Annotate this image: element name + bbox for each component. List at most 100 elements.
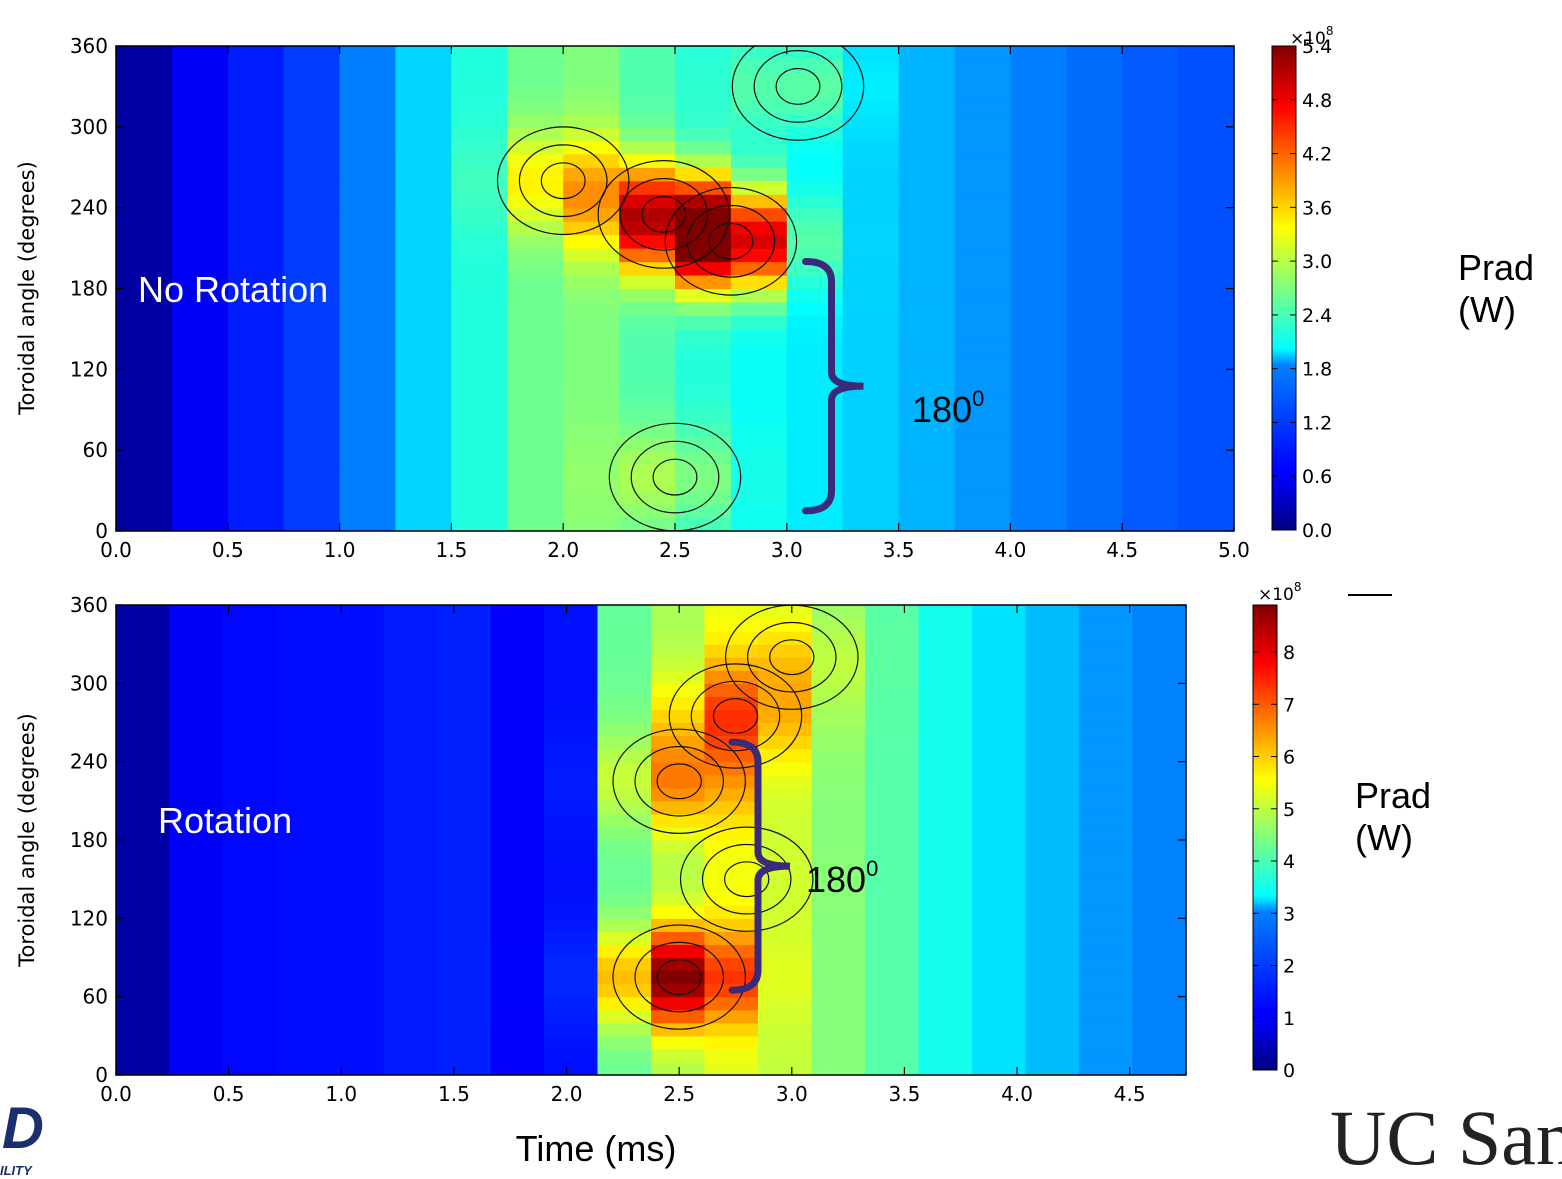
top-heatmap-cell — [395, 490, 452, 505]
top-heatmap-cell — [619, 342, 676, 357]
top-heatmap-cell — [1122, 301, 1179, 317]
bottom-heatmap-cell — [972, 644, 1027, 658]
top-heatmap-cell — [730, 275, 788, 290]
top-heatmap-cell — [171, 59, 229, 74]
top-heatmap-cell — [451, 490, 508, 505]
bottom-heatmap-cell — [918, 735, 973, 750]
top-heatmap-cell — [842, 72, 900, 88]
bottom-heatmap-cell — [704, 996, 759, 1011]
top-heatmap-cell — [283, 409, 341, 424]
top-heatmap-cell — [675, 59, 732, 74]
top-heatmap-cell — [1010, 517, 1067, 531]
bottom-heatmap-cell — [1079, 761, 1134, 776]
bottom-heatmap-cell — [918, 618, 973, 632]
bottom-heatmap-cell — [383, 1022, 438, 1037]
bottom-heatmap-cell — [276, 879, 331, 893]
top-heatmap-cell — [786, 126, 844, 141]
bottom-heatmap-cell — [597, 670, 652, 684]
bottom-heatmap-cell — [1132, 605, 1186, 619]
top-heatmap-cell — [171, 275, 229, 290]
bottom-heatmap-cell — [544, 996, 599, 1011]
bottom-heatmap-cell — [116, 970, 171, 985]
top-heatmap-cell — [116, 463, 173, 478]
top-heatmap-cell — [1010, 46, 1067, 61]
top-heatmap-cell — [619, 328, 676, 343]
bottom-heatmap-cell — [330, 748, 385, 763]
top-heatmap-cell — [116, 46, 173, 61]
bottom-heatmap-cell — [330, 618, 385, 632]
bottom-cbar-tick-label: 3 — [1283, 903, 1295, 925]
top-heatmap-cell — [395, 46, 452, 61]
top-heatmap-cell — [116, 126, 173, 141]
bottom-heatmap-cell — [758, 644, 813, 658]
top-heatmap-cell — [954, 126, 1011, 141]
bottom-heatmap-cell — [383, 683, 438, 697]
bottom-heatmap-cell — [223, 957, 278, 972]
top-heatmap-cell — [786, 86, 844, 101]
bottom-heatmap-cell — [1025, 1022, 1080, 1037]
top-heatmap-cell — [563, 477, 620, 492]
bottom-heatmap-cell — [276, 1048, 331, 1063]
top-heatmap-cell — [227, 463, 285, 478]
top-heatmap-cell — [227, 436, 285, 451]
top-heatmap-cell — [451, 288, 508, 303]
bottom-heatmap-cell — [116, 826, 171, 841]
top-heatmap-cell — [1066, 369, 1123, 384]
bottom-heatmap-cell — [223, 813, 278, 828]
bottom-heatmap-cell — [597, 970, 652, 985]
bottom-heatmap-cell — [704, 800, 759, 815]
top-heatmap-cell — [842, 301, 900, 317]
top-heatmap-cell — [116, 59, 173, 74]
bottom-heatmap-cell — [116, 1022, 171, 1037]
top-cbar-tick-label: 5.4 — [1302, 36, 1332, 58]
top-heatmap-cell — [171, 167, 229, 182]
top-heatmap-cell — [227, 46, 285, 61]
bottom-heatmap-cell — [918, 970, 973, 985]
bottom-heatmap-cell — [276, 748, 331, 763]
bottom-contour-line — [612, 924, 746, 1030]
top-heatmap-cell — [786, 248, 844, 263]
top-heatmap-cell — [954, 301, 1011, 317]
bottom-heatmap-cell — [383, 813, 438, 828]
bottom-heatmap-cell — [597, 657, 652, 671]
bottom-heatmap-cell — [1132, 631, 1186, 645]
bottom-heatmap-cell — [811, 905, 866, 919]
bottom-heatmap-cell — [1025, 879, 1080, 893]
top-heatmap-cell — [619, 113, 676, 128]
top-heatmap-cell — [339, 517, 397, 531]
bottom-heatmap-cell — [169, 761, 224, 776]
bottom-heatmap-cell — [758, 800, 813, 815]
top-heatmap-cell — [507, 207, 564, 222]
top-heatmap-cell — [842, 140, 900, 155]
bottom-heatmap-cell — [918, 605, 973, 619]
bottom-heatmap-cell — [223, 774, 278, 789]
top-heatmap-cell — [730, 423, 788, 438]
top-heatmap-cell — [842, 167, 900, 182]
bottom-heatmap-cell — [918, 905, 973, 919]
top-heatmap-cell — [339, 382, 397, 397]
top-heatmap-cell — [954, 328, 1011, 343]
top-heatmap-cell — [283, 207, 341, 222]
top-heatmap-cell — [283, 436, 341, 451]
bottom-heatmap-cell — [330, 670, 385, 684]
bottom-heatmap-cell — [972, 800, 1027, 815]
top-heatmap-cell — [898, 355, 956, 370]
top-heatmap-cell — [116, 409, 173, 424]
top-heatmap-cell — [675, 99, 732, 114]
top-heatmap-cell — [116, 328, 173, 343]
top-heatmap-cell — [898, 409, 956, 424]
bottom-heatmap-cell — [544, 683, 599, 697]
bottom-heatmap-cell — [704, 644, 759, 658]
bottom-heatmap-cell — [490, 931, 545, 946]
bottom-heatmap-cell — [490, 1009, 545, 1024]
top-heatmap-cell — [786, 517, 844, 531]
bottom-heatmap-cell — [704, 866, 759, 880]
top-heatmap-cell — [395, 207, 452, 222]
top-heatmap-cell — [730, 355, 788, 370]
bottom-heatmap-cell — [223, 1035, 278, 1050]
top-heatmap-cell — [954, 436, 1011, 451]
bottom-heatmap-cell — [437, 970, 492, 985]
top-heatmap-cell — [730, 72, 788, 88]
bottom-heatmap-cell — [918, 800, 973, 815]
bottom-heatmap-cell — [169, 1048, 224, 1063]
